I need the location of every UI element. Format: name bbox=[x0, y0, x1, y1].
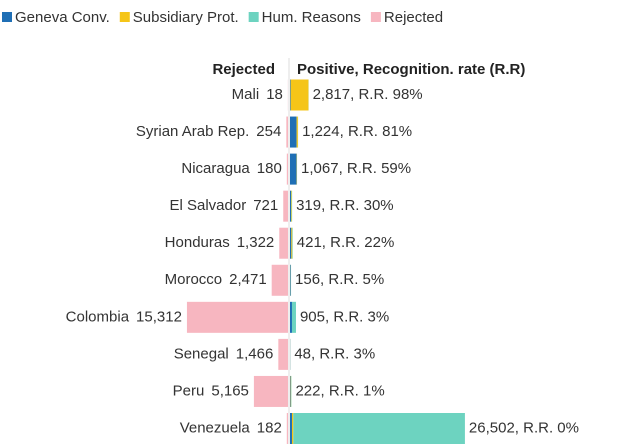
positive-bar bbox=[291, 227, 293, 259]
legend-swatch bbox=[119, 12, 130, 22]
positive-bar bbox=[290, 79, 291, 111]
positive-bar bbox=[293, 413, 465, 444]
positive-bar bbox=[290, 190, 292, 222]
positive-bar bbox=[290, 153, 297, 185]
legend-swatch bbox=[2, 12, 12, 22]
header-left: Rejected bbox=[212, 61, 275, 78]
positive-bar bbox=[290, 413, 292, 444]
positive-label: 1,067, R.R. 59% bbox=[301, 160, 411, 177]
rejected-label: 721 bbox=[253, 197, 278, 214]
category-label: Syrian Arab Rep. bbox=[136, 123, 249, 140]
positive-label: 905, R.R. 3% bbox=[300, 308, 389, 325]
rejected-label: 1,322 bbox=[237, 234, 275, 251]
positive-bar bbox=[291, 413, 294, 444]
rejected-label: 18 bbox=[266, 86, 283, 103]
header-right: Positive, Recognition. rate (R.R) bbox=[297, 61, 525, 78]
positive-bar bbox=[290, 227, 292, 259]
category-label: Venezuela bbox=[180, 419, 251, 436]
positive-bar bbox=[291, 301, 296, 333]
rejected-label: 2,471 bbox=[229, 271, 267, 288]
positive-bar bbox=[290, 375, 292, 407]
rejected-bar bbox=[279, 227, 288, 259]
rejected-bar bbox=[286, 413, 288, 444]
positive-bar bbox=[290, 301, 292, 333]
positive-bar bbox=[290, 79, 309, 111]
rejected-label: 180 bbox=[257, 160, 282, 177]
positive-label: 319, R.R. 30% bbox=[296, 197, 394, 214]
positive-bar bbox=[290, 116, 297, 148]
rejected-bar bbox=[186, 301, 288, 333]
rejected-bar bbox=[286, 153, 288, 185]
legend-label: Geneva Conv. bbox=[15, 9, 110, 26]
rejected-bar bbox=[253, 375, 288, 407]
rejected-bar bbox=[278, 338, 288, 370]
category-label: El Salvador bbox=[169, 197, 246, 214]
category-label: Senegal bbox=[174, 345, 229, 362]
legend-label: Rejected bbox=[384, 9, 443, 26]
legend-swatch bbox=[370, 12, 381, 22]
legend-label: Hum. Reasons bbox=[262, 9, 361, 26]
rejected-bar bbox=[283, 190, 288, 222]
positive-label: 26,502, R.R. 0% bbox=[469, 419, 579, 436]
legend-label: Subsidiary Prot. bbox=[133, 9, 239, 26]
rejected-label: 1,466 bbox=[236, 345, 274, 362]
rejected-label: 182 bbox=[257, 419, 282, 436]
positive-label: 222, R.R. 1% bbox=[295, 382, 384, 399]
positive-bar bbox=[290, 375, 291, 407]
positive-bar bbox=[290, 264, 291, 296]
rejected-label: 5,165 bbox=[211, 382, 249, 399]
category-label: Mali bbox=[232, 86, 260, 103]
category-label: Peru bbox=[173, 382, 205, 399]
positive-bar bbox=[290, 190, 291, 222]
positive-label: 1,224, R.R. 81% bbox=[302, 123, 412, 140]
rejected-label: 254 bbox=[256, 123, 281, 140]
positive-label: 48, R.R. 3% bbox=[294, 345, 375, 362]
positive-label: 156, R.R. 5% bbox=[295, 271, 384, 288]
legend-swatch bbox=[248, 12, 259, 22]
positive-label: 421, R.R. 22% bbox=[297, 234, 395, 251]
category-label: Morocco bbox=[165, 271, 223, 288]
category-label: Nicaragua bbox=[181, 160, 250, 177]
rejected-bar bbox=[286, 116, 288, 148]
positive-bar bbox=[296, 116, 298, 148]
positive-label: 2,817, R.R. 98% bbox=[313, 86, 423, 103]
rejected-label: 15,312 bbox=[136, 308, 182, 325]
category-label: Colombia bbox=[66, 308, 130, 325]
rejected-bar bbox=[271, 264, 288, 296]
category-label: Honduras bbox=[165, 234, 230, 251]
